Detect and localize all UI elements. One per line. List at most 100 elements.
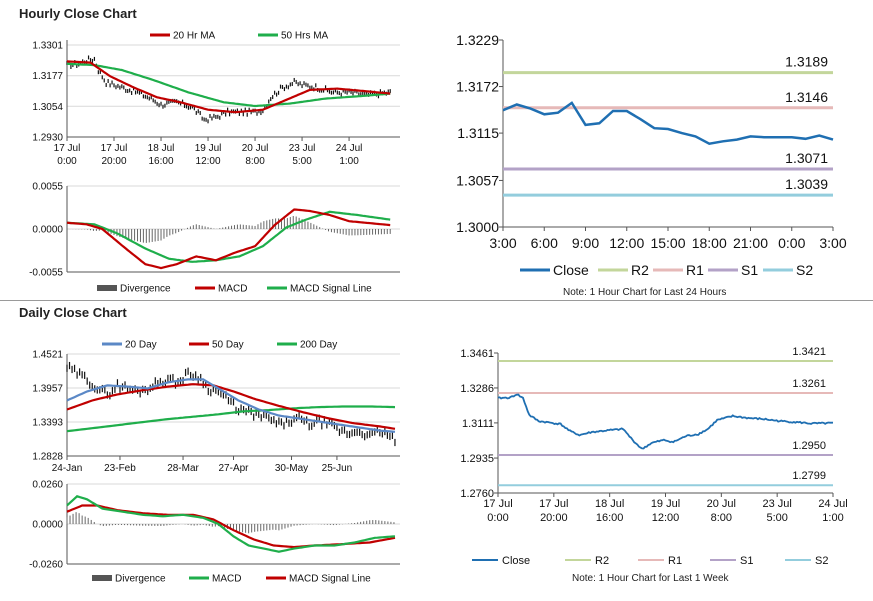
hourly-price-chart: 20 Hr MA 50 Hrs MA 1.3301 1.3177 1.3054 1.293… <box>32 31 400 167</box>
legend-200-day-label: 200 Day <box>300 340 337 351</box>
ma-50hrs-line <box>66 62 391 108</box>
y-tick-label: 1.3057 <box>456 172 499 188</box>
legend-s2-label: S2 <box>815 555 828 567</box>
y-tick-label: 1.3286 <box>460 383 494 395</box>
x-tick-date: 20 Jul <box>242 143 269 154</box>
level-label-r2: 1.3421 <box>792 346 826 358</box>
macd-line <box>66 495 396 553</box>
y-tick-label: 1.4521 <box>32 350 63 361</box>
legend-divergence-swatch <box>92 575 112 581</box>
legend-r2-label: R2 <box>595 555 609 567</box>
legend-r1-label: R1 <box>686 262 704 278</box>
x-tick-time: 16:00 <box>149 156 174 167</box>
legend-r1-label: R1 <box>668 555 682 567</box>
daily-section-title: Daily Close Chart <box>19 305 127 320</box>
level-label-s1: 1.3071 <box>785 150 828 166</box>
daily-levels-chart: 1.3461 1.3286 1.3111 1.2935 1.2760 1.3421 1.32… <box>460 346 847 567</box>
legend-20-day-label: 20 Day <box>125 340 157 351</box>
legend-r2-label: R2 <box>631 262 649 278</box>
level-label-s1: 1.2950 <box>792 440 826 452</box>
legend-macd-signal-label: MACD Signal Line <box>290 284 372 295</box>
y-tick-label: 0.0000 <box>32 520 63 531</box>
level-label-r1: 1.3146 <box>785 89 828 105</box>
legend-s1-label: S1 <box>741 262 758 278</box>
y-tick-label: 1.3957 <box>32 383 63 394</box>
x-tick-time: 20:00 <box>540 512 568 524</box>
close-line <box>497 393 834 450</box>
hourly-chart-note: Note: 1 Hour Chart for Last 24 Hours <box>563 287 727 298</box>
x-tick-date: 17 Jul <box>101 143 128 154</box>
hourly-levels-chart: 1.3229 1.3172 1.3115 1.3057 1.3000 1.3189 1.31… <box>456 32 847 278</box>
x-tick-date: 18 Jul <box>595 498 624 510</box>
x-tick-label: 9:00 <box>572 235 599 251</box>
x-tick-label: 3:00 <box>819 235 846 251</box>
legend-divergence-label: Divergence <box>120 284 171 295</box>
x-tick-label: 18:00 <box>692 235 727 251</box>
x-tick-label: 24-Jan <box>52 463 83 474</box>
ma-200-day-line <box>66 405 396 433</box>
y-tick-label: 1.3229 <box>456 32 499 48</box>
legend-s1-label: S1 <box>740 555 753 567</box>
x-tick-label: 21:00 <box>733 235 768 251</box>
y-tick-label: 1.3115 <box>457 125 499 141</box>
daily-chart-note: Note: 1 Hour Chart for Last 1 Week <box>572 573 729 584</box>
legend-divergence-swatch <box>97 285 117 291</box>
x-tick-date: 17 Jul <box>539 498 568 510</box>
x-tick-label: 6:00 <box>531 235 558 251</box>
y-tick-label: 1.3177 <box>32 71 63 82</box>
x-tick-time: 5:00 <box>292 156 312 167</box>
x-tick-date: 18 Jul <box>148 143 175 154</box>
legend-close-label: Close <box>553 262 589 278</box>
x-tick-date: 19 Jul <box>195 143 222 154</box>
x-tick-label: 23-Feb <box>104 463 136 474</box>
y-tick-label: 1.2828 <box>32 452 63 463</box>
ma-20-day-line <box>66 378 396 433</box>
y-tick-label: 1.3111 <box>462 418 494 430</box>
x-tick-date: 23 Jul <box>289 143 316 154</box>
macd-line <box>66 208 391 270</box>
y-tick-label: 1.2930 <box>32 133 63 144</box>
x-tick-date: 24 Jul <box>818 498 847 510</box>
section-divider <box>0 300 873 301</box>
level-label-r2: 1.3189 <box>785 54 828 70</box>
macd-signal-line <box>66 210 391 263</box>
y-tick-label: -0.0055 <box>29 268 63 279</box>
x-tick-date: 23 Jul <box>762 498 791 510</box>
y-tick-label: 1.2760 <box>460 488 494 500</box>
x-tick-time: 12:00 <box>196 156 221 167</box>
daily-price-chart: 20 Day 50 Day 200 Day 1.4521 1.3957 1.3393 1.2… <box>32 340 400 474</box>
legend-20hr-ma-label: 20 Hr MA <box>173 31 216 42</box>
x-tick-time: 12:00 <box>652 512 680 524</box>
x-tick-label: 15:00 <box>650 235 685 251</box>
x-tick-label: 25-Jun <box>322 463 353 474</box>
legend-s2-label: S2 <box>796 262 813 278</box>
x-tick-label: 27-Apr <box>218 463 249 474</box>
y-tick-label: -0.0260 <box>29 560 63 571</box>
legend-divergence-label: Divergence <box>115 574 166 585</box>
x-tick-time: 16:00 <box>596 512 624 524</box>
x-tick-label: 30-May <box>275 463 308 474</box>
legend-macd-label: MACD <box>218 284 247 295</box>
x-tick-label: 28-Mar <box>167 463 199 474</box>
x-tick-time: 8:00 <box>711 512 732 524</box>
x-tick-time: 1:00 <box>339 156 359 167</box>
legend-close-label: Close <box>502 555 530 567</box>
y-tick-label: 1.3461 <box>460 348 494 360</box>
x-tick-date: 17 Jul <box>54 143 81 154</box>
y-tick-label: 0.0055 <box>32 182 63 193</box>
x-tick-date: 24 Jul <box>336 143 363 154</box>
x-tick-time: 0:00 <box>57 156 77 167</box>
y-tick-label: 1.3301 <box>32 41 63 52</box>
x-tick-time: 0:00 <box>487 512 508 524</box>
x-tick-date: 19 Jul <box>651 498 680 510</box>
y-tick-label: 1.3172 <box>456 79 499 95</box>
x-tick-time: 8:00 <box>245 156 265 167</box>
hourly-section-title: Hourly Close Chart <box>19 6 137 21</box>
level-label-s2: 1.3039 <box>785 176 828 192</box>
x-tick-date: 20 Jul <box>707 498 736 510</box>
y-tick-label: 1.3000 <box>456 219 499 235</box>
x-tick-date: 17 Jul <box>483 498 512 510</box>
x-tick-label: 0:00 <box>778 235 805 251</box>
level-label-r1: 1.3261 <box>792 378 826 390</box>
close-line <box>502 101 834 146</box>
